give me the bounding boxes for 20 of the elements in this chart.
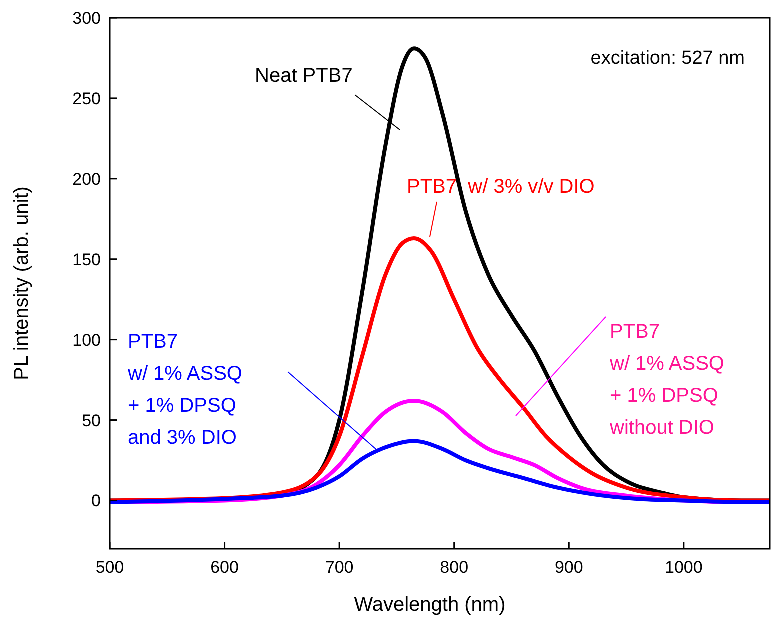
text: PTB7 w/ 3% v/v DIO [407, 176, 595, 198]
x-tick-label: 900 [554, 558, 584, 577]
x-tick-label: 500 [96, 558, 124, 577]
y-tick-label: 150 [72, 250, 101, 270]
text: Neat PTB7 [255, 65, 353, 87]
y-tick-label: 250 [72, 89, 101, 108]
text: PTB7 w/ 1% ASSQ + 1% DPSQ without DIO [609, 321, 724, 439]
x-tick-label: 700 [325, 558, 354, 577]
text: PTB7 w/ 1% ASSQ + 1% DPSQ and 3% DIO [127, 331, 242, 449]
y-tick-label: 50 [82, 411, 101, 430]
x-tick-label: 1000 [665, 558, 703, 577]
y-tick-label: 300 [72, 9, 101, 28]
annotation: excitation: 527 nm [590, 48, 745, 69]
x-axis-title: Wavelength (nm) [354, 594, 506, 616]
y-axis-title: PL intensity (arb. unit) [11, 186, 33, 380]
y-tick-label: 0 [92, 492, 101, 511]
x-tick-label: 600 [210, 558, 239, 577]
y-tick-label: 100 [72, 330, 101, 350]
x-tick-label: 800 [440, 558, 469, 577]
y-tick-label: 200 [72, 170, 101, 189]
